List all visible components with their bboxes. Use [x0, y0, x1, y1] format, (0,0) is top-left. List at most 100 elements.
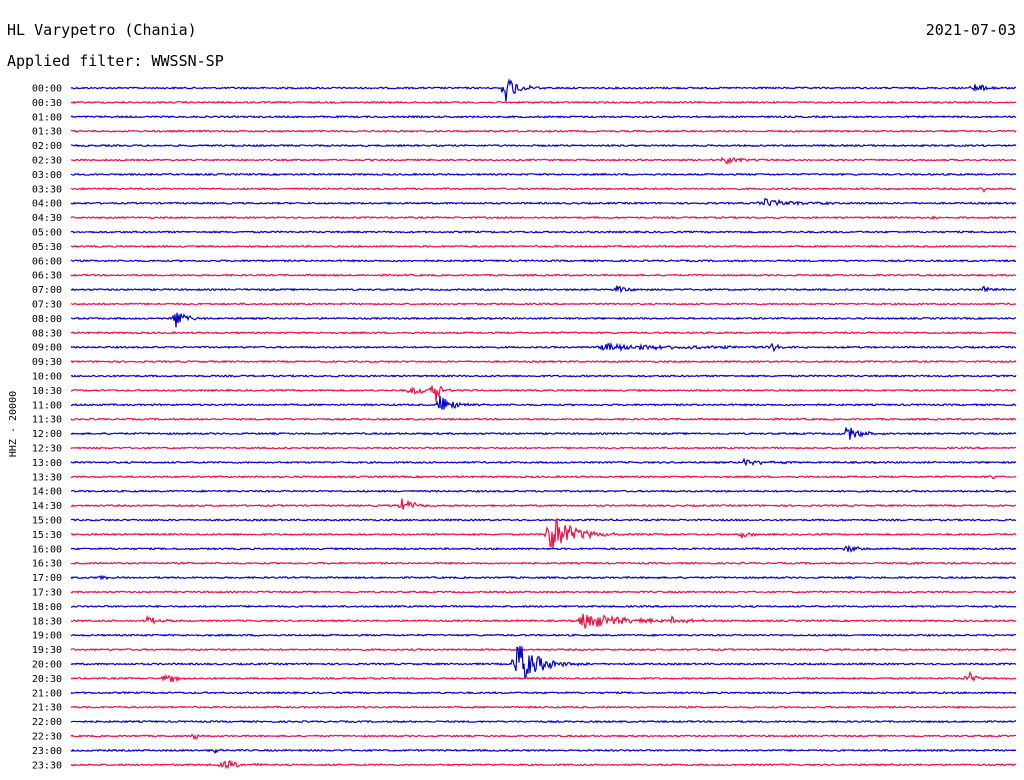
- time-label: 20:00: [32, 660, 62, 671]
- trace-line: [70, 518, 1017, 550]
- time-label: 15:30: [32, 530, 62, 541]
- time-label: 09:00: [32, 343, 62, 354]
- time-label: 20:30: [32, 674, 62, 685]
- trace-line: [70, 498, 1017, 510]
- trace-line: [70, 590, 1017, 594]
- trace-line: [70, 230, 1017, 234]
- trace-line: [70, 244, 1017, 249]
- time-label: 23:30: [32, 760, 62, 771]
- trace-line: [70, 489, 1017, 494]
- time-label: 01:00: [32, 112, 62, 123]
- trace-line: [70, 613, 1017, 630]
- time-label: 17:30: [32, 588, 62, 599]
- filter-label: Applied filter: WWSSN-SP: [7, 52, 224, 70]
- trace-line: [70, 719, 1017, 724]
- trace-line: [70, 129, 1017, 133]
- time-label: 19:30: [32, 645, 62, 656]
- trace-line: [70, 561, 1017, 566]
- trace-line: [70, 457, 1017, 467]
- time-label: 13:30: [32, 472, 62, 483]
- time-labels: 00:00 00:30 01:00 01:30 02:00 02:30 03:00 03:30…: [32, 84, 62, 772]
- time-label: 00:00: [32, 84, 62, 95]
- time-label: 04:30: [32, 213, 62, 224]
- time-label: 07:30: [32, 300, 62, 311]
- trace-line: [70, 312, 1017, 328]
- time-label: 03:00: [32, 170, 62, 181]
- time-label: 06:00: [32, 256, 62, 267]
- time-label: 21:30: [32, 703, 62, 714]
- time-label: 15:00: [32, 516, 62, 527]
- time-label: 08:30: [32, 328, 62, 339]
- time-label: 22:00: [32, 717, 62, 728]
- trace-line: [70, 427, 1017, 440]
- trace-line: [70, 690, 1017, 695]
- trace-line: [70, 645, 1017, 680]
- time-label: 12:30: [32, 444, 62, 455]
- time-label: 08:00: [32, 314, 62, 325]
- trace-line: [70, 544, 1017, 553]
- time-label: 12:00: [32, 429, 62, 440]
- trace-line: [70, 215, 1017, 221]
- trace-line: [70, 633, 1017, 638]
- trace-line: [70, 115, 1017, 119]
- time-label: 07:00: [32, 285, 62, 296]
- time-label: 05:30: [32, 242, 62, 253]
- trace-line: [70, 156, 1017, 166]
- trace-line: [70, 273, 1016, 278]
- trace-line: [70, 172, 1017, 177]
- trace-line: [70, 285, 1017, 294]
- time-label: 18:00: [32, 602, 62, 613]
- time-label: 05:00: [32, 228, 62, 239]
- trace-line: [70, 670, 1017, 683]
- trace-line: [70, 143, 1017, 148]
- trace-line: [70, 518, 1017, 522]
- time-label: 00:30: [32, 98, 62, 109]
- trace-line: [70, 647, 1017, 652]
- trace-line: [70, 197, 1017, 207]
- time-label: 02:30: [32, 156, 62, 167]
- time-label: 03:30: [32, 184, 62, 195]
- trace-line: [70, 78, 1017, 102]
- time-label: 10:00: [32, 372, 62, 383]
- trace-line: [70, 705, 1017, 710]
- time-label: 19:00: [32, 631, 62, 642]
- trace-line: [70, 417, 1017, 422]
- time-label: 23:00: [32, 746, 62, 757]
- trace-line: [70, 748, 1017, 755]
- time-label: 01:30: [32, 127, 62, 138]
- trace-line: [70, 446, 1017, 450]
- seismic-traces: [70, 78, 1017, 770]
- trace-line: [70, 330, 1017, 335]
- time-label: 11:00: [32, 400, 62, 411]
- trace-line: [70, 186, 1017, 193]
- trace-line: [70, 574, 1017, 581]
- time-label: 06:30: [32, 271, 62, 282]
- time-label: 13:00: [32, 458, 62, 469]
- time-label: 10:30: [32, 386, 62, 397]
- trace-line: [70, 359, 1017, 364]
- time-label: 22:30: [32, 732, 62, 743]
- time-label: 18:30: [32, 616, 62, 627]
- station-title: HL Varypetro (Chania): [7, 21, 197, 39]
- time-label: 11:30: [32, 415, 62, 426]
- trace-line: [70, 258, 1017, 263]
- time-label: 04:00: [32, 199, 62, 210]
- trace-line: [70, 604, 1017, 609]
- time-label: 21:00: [32, 688, 62, 699]
- time-label: 16:00: [32, 544, 62, 555]
- trace-line: [70, 341, 1017, 353]
- trace-line: [70, 760, 1016, 770]
- time-label: 09:30: [32, 357, 62, 368]
- trace-line: [70, 302, 1017, 306]
- trace-line: [70, 385, 1017, 402]
- time-label: 14:30: [32, 501, 62, 512]
- trace-line: [70, 733, 1017, 741]
- trace-line: [70, 395, 1017, 411]
- trace-line: [70, 100, 1017, 105]
- trace-line: [70, 475, 1017, 480]
- y-axis-label: HHZ - 20000: [8, 391, 19, 457]
- time-label: 16:30: [32, 559, 62, 570]
- time-label: 17:00: [32, 573, 62, 584]
- trace-line: [70, 374, 1017, 378]
